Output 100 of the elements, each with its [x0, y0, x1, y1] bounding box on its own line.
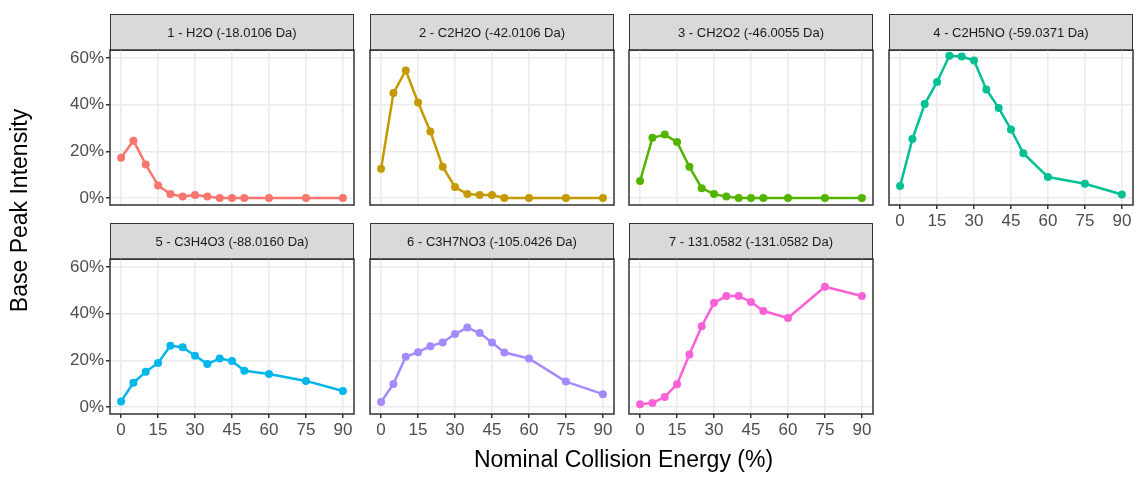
point: [414, 98, 423, 107]
point: [426, 342, 435, 351]
point: [697, 184, 706, 193]
point: [598, 194, 607, 203]
chart-title: 3 - CH2O2 (-46.0055 Da): [629, 14, 873, 51]
point: [438, 162, 447, 171]
point: [982, 85, 991, 94]
point: [660, 392, 669, 401]
x-tick-label: 30: [964, 210, 984, 230]
x-tick-label: 30: [445, 419, 465, 439]
y-tick-label: 0%: [79, 396, 104, 416]
x-tick-label: 45: [1001, 210, 1021, 230]
point: [1019, 149, 1028, 158]
x-tick-label: 90: [593, 419, 613, 439]
point: [673, 138, 682, 147]
point: [598, 390, 607, 399]
x-tick-label: 75: [815, 419, 835, 439]
point: [117, 153, 126, 162]
point: [759, 306, 768, 315]
x-tick-label: 90: [852, 419, 872, 439]
point: [401, 66, 410, 75]
point: [722, 292, 731, 301]
point: [426, 127, 435, 136]
x-tick-label: 30: [704, 419, 724, 439]
point: [648, 399, 657, 408]
point: [820, 194, 829, 203]
point: [697, 322, 706, 331]
point: [240, 194, 249, 203]
point: [1080, 179, 1089, 188]
point: [636, 400, 645, 409]
point: [561, 194, 570, 203]
x-tick-label: 15: [148, 419, 168, 439]
point: [783, 313, 792, 322]
x-tick-label: 60: [778, 419, 798, 439]
point: [264, 194, 273, 203]
point: [141, 367, 150, 376]
y-tick-label: 60%: [69, 256, 104, 276]
x-tick-label: 75: [556, 419, 576, 439]
point: [857, 292, 866, 301]
point: [301, 376, 310, 385]
x-tick-label: 90: [333, 419, 353, 439]
point: [463, 190, 472, 199]
point: [734, 194, 743, 203]
point: [451, 183, 460, 192]
point: [451, 330, 460, 339]
x-tick-label: 45: [482, 419, 502, 439]
point: [389, 89, 398, 98]
y-tick-label: 20%: [69, 350, 104, 370]
point: [463, 323, 472, 332]
point: [908, 135, 917, 144]
point: [710, 298, 719, 307]
point: [1007, 125, 1015, 134]
point: [377, 397, 386, 406]
point: [301, 194, 310, 203]
point: [759, 194, 768, 203]
chart-title: 5 - C3H4O3 (-88.0160 Da): [110, 223, 354, 260]
point: [747, 297, 755, 306]
point: [636, 176, 645, 185]
x-tick-label: 0: [635, 419, 645, 439]
point: [524, 354, 533, 363]
x-tick-label: 75: [1075, 210, 1095, 230]
x-tick-label: 15: [667, 419, 687, 439]
point: [673, 380, 682, 389]
x-axis-title: Nominal Collision Energy (%): [472, 446, 775, 473]
x-tick-label: 60: [519, 419, 539, 439]
point: [215, 354, 224, 363]
point: [820, 282, 829, 291]
x-tick-label: 0: [376, 419, 386, 439]
point: [377, 164, 386, 173]
point: [660, 130, 669, 139]
point: [1117, 190, 1126, 199]
point: [389, 379, 398, 388]
point: [722, 192, 731, 201]
y-tick-label: 40%: [69, 303, 104, 323]
x-tick-label: 90: [1112, 210, 1132, 230]
point: [154, 181, 163, 190]
point: [240, 366, 249, 375]
point: [710, 190, 719, 199]
point: [783, 194, 792, 203]
point: [524, 194, 533, 203]
point: [166, 190, 175, 199]
point: [191, 351, 200, 360]
point: [166, 341, 175, 350]
y-tick-label: 20%: [69, 141, 104, 161]
point: [178, 343, 187, 352]
x-tick-label: 45: [222, 419, 242, 439]
point: [970, 56, 979, 65]
y-axis-title: Base Peak Intensity: [6, 108, 34, 312]
y-tick-label: 40%: [69, 94, 104, 114]
point: [685, 350, 694, 359]
point: [475, 329, 484, 338]
point: [264, 369, 273, 378]
chart-title: 6 - C3H7NO3 (-105.0426 Da): [370, 223, 614, 260]
point: [203, 192, 212, 201]
point: [933, 77, 942, 86]
point: [857, 194, 866, 203]
point: [734, 292, 743, 301]
point: [117, 397, 126, 406]
point: [475, 190, 484, 199]
point: [685, 162, 694, 171]
